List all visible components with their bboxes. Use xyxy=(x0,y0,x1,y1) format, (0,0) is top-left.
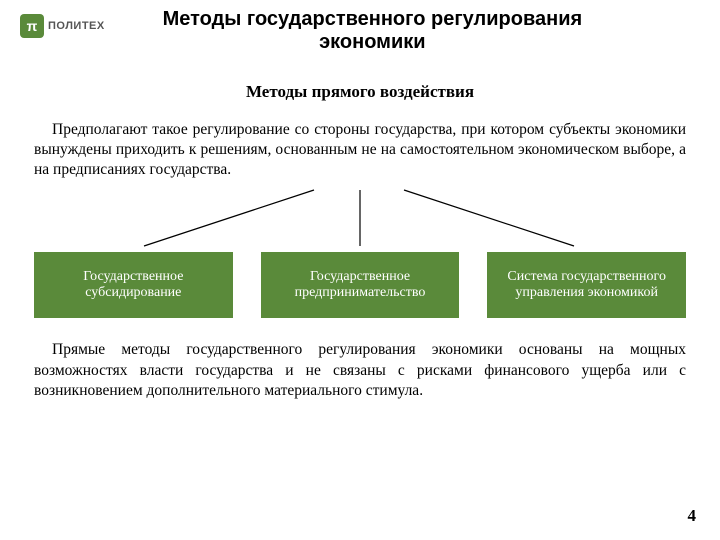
branch-diagram xyxy=(34,184,686,252)
logo-text: ПОЛИТЕХ xyxy=(48,20,105,32)
box-entrepreneurship: Государственное предпринимательство xyxy=(261,252,460,318)
paragraph-2: Прямые методы государственного регулиров… xyxy=(34,340,686,400)
title-line2: экономики xyxy=(105,31,640,54)
paragraph-1: Предполагают такое регулирование со стор… xyxy=(34,120,686,180)
title-line1: Методы государственного регулирования xyxy=(105,8,640,31)
box-management-system: Система государственного управления экон… xyxy=(487,252,686,318)
logo-pi-icon: π xyxy=(20,14,44,38)
subtitle: Методы прямого воздействия xyxy=(0,82,720,102)
header: π ПОЛИТЕХ Методы государственного регули… xyxy=(0,0,720,54)
branch-lines-icon xyxy=(34,184,686,252)
concept-boxes: Государственное субсидирование Государст… xyxy=(34,252,686,318)
page-number: 4 xyxy=(688,506,697,526)
logo: π ПОЛИТЕХ xyxy=(20,14,105,38)
title-block: Методы государственного регулирования эк… xyxy=(105,8,700,54)
box-subsidizing: Государственное субсидирование xyxy=(34,252,233,318)
